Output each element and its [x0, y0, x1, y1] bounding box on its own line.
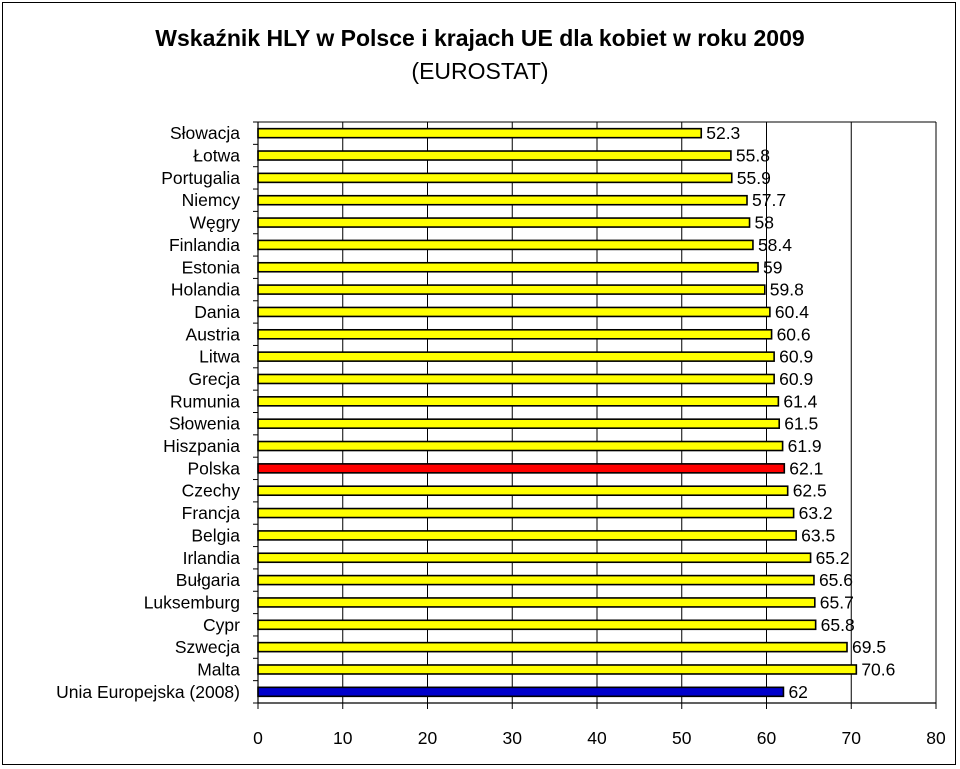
value-label: 60.9 [779, 369, 813, 389]
bar [257, 463, 786, 474]
x-tick-label: 40 [587, 728, 607, 748]
value-label: 69.5 [852, 637, 886, 657]
value-label: 62.1 [789, 458, 823, 478]
category-label: Portugalia [161, 168, 240, 188]
category-label: Litwa [199, 347, 240, 367]
bar [257, 530, 797, 541]
value-label: 59 [763, 257, 782, 277]
value-label: 57.7 [752, 190, 786, 210]
bar [257, 597, 816, 608]
category-label: Dania [194, 302, 240, 322]
bar [257, 440, 784, 452]
category-label: Hiszpania [163, 436, 240, 456]
axes [253, 121, 937, 709]
labels: 0 10 20 30 40 50 60 70 80 Słowacja 52.3 Łotwa 55.8 Po… [56, 123, 946, 748]
bar [257, 485, 789, 497]
category-label: Francja [182, 503, 241, 523]
value-label: 60.4 [775, 302, 809, 322]
category-label: Niemcy [182, 190, 241, 210]
bar [257, 172, 733, 184]
category-label: Cypr [203, 615, 240, 635]
category-label: Słowacja [170, 123, 240, 143]
bar [257, 150, 732, 161]
bar [257, 127, 703, 139]
category-label: Finlandia [169, 235, 240, 255]
bar [257, 686, 785, 698]
x-tick-label: 50 [672, 728, 692, 748]
value-label: 62.5 [793, 481, 827, 501]
category-label: Unia Europejska (2008) [56, 682, 240, 702]
value-label: 58.4 [758, 235, 792, 255]
bar [257, 239, 754, 251]
category-label: Luksemburg [144, 592, 240, 612]
bar [257, 507, 795, 519]
bar [257, 217, 751, 228]
bar [257, 418, 781, 429]
bar [257, 306, 771, 318]
x-tick-label: 20 [418, 728, 438, 748]
value-label: 65.7 [820, 592, 854, 612]
value-label: 61.5 [784, 414, 818, 434]
x-tick-label: 0 [253, 728, 263, 748]
category-label: Szwecja [175, 637, 240, 657]
category-label: Irlandia [183, 548, 241, 568]
value-label: 59.8 [770, 280, 804, 300]
value-label: 65.6 [819, 570, 853, 590]
bar [257, 328, 773, 340]
category-label: Austria [186, 324, 241, 344]
bar [257, 351, 775, 362]
category-label: Czechy [182, 481, 241, 501]
value-label: 65.8 [821, 615, 855, 635]
x-tick-label: 80 [926, 728, 946, 748]
chart-title: Wskaźnik HLY w Polsce i krajach UE dla k… [155, 25, 805, 51]
category-label: Malta [197, 659, 240, 679]
x-tick-label: 70 [842, 728, 862, 748]
value-label: 55.8 [736, 146, 770, 166]
value-label: 63.2 [799, 503, 833, 523]
bar [257, 619, 817, 631]
x-tick-label: 60 [757, 728, 777, 748]
x-tick-label: 30 [503, 728, 523, 748]
bar [257, 664, 858, 675]
bar [257, 373, 775, 385]
category-label: Belgia [191, 525, 240, 545]
bars [257, 127, 858, 698]
category-label: Grecja [188, 369, 240, 389]
value-label: 58 [755, 213, 774, 233]
category-label: Bułgaria [176, 570, 240, 590]
value-label: 63.5 [801, 525, 835, 545]
value-label: 62 [788, 682, 807, 702]
value-label: 61.4 [783, 391, 817, 411]
category-label: Estonia [182, 257, 241, 277]
bar [257, 641, 848, 653]
value-label: 65.2 [816, 548, 850, 568]
category-label: Holandia [171, 280, 240, 300]
category-label: Rumunia [170, 391, 240, 411]
value-label: 70.6 [861, 659, 895, 679]
category-label: Słowenia [169, 414, 240, 434]
bar [257, 194, 748, 206]
bar [257, 396, 780, 407]
value-label: 52.3 [706, 123, 740, 143]
bar [257, 552, 812, 564]
bar [257, 574, 815, 586]
value-label: 60.6 [777, 324, 811, 344]
chart-subtitle: (EUROSTAT) [411, 58, 549, 84]
category-label: Łotwa [193, 146, 240, 166]
bar [257, 261, 759, 273]
value-label: 55.9 [737, 168, 771, 188]
x-tick-label: 10 [333, 728, 353, 748]
category-label: Węgry [189, 213, 240, 233]
bar [257, 284, 766, 295]
category-label: Polska [187, 458, 240, 478]
value-label: 61.9 [788, 436, 822, 456]
value-label: 60.9 [779, 347, 813, 367]
